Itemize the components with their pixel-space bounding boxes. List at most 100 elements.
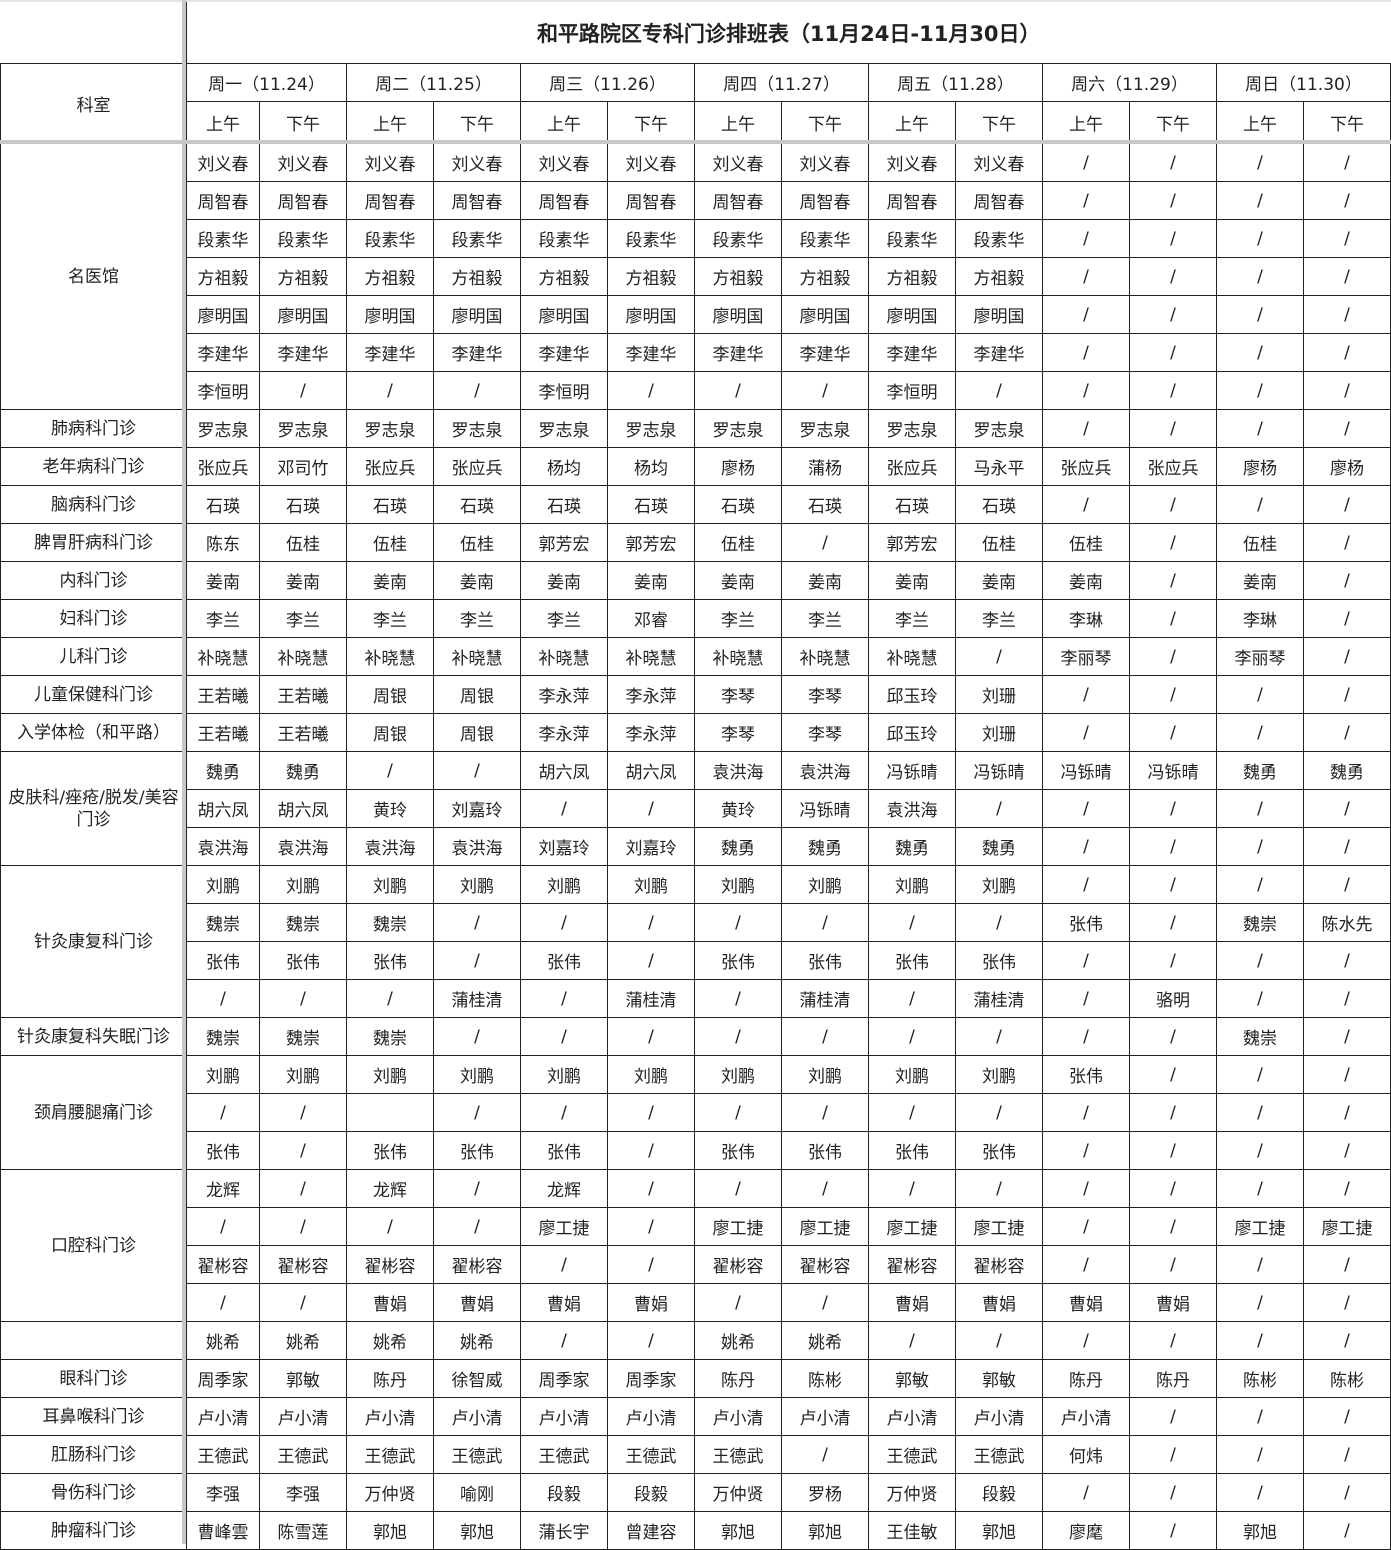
- doctor-cell[interactable]: /: [1129, 1131, 1217, 1170]
- doctor-cell[interactable]: 段毅: [607, 1473, 695, 1512]
- doctor-cell[interactable]: 张伟: [186, 1131, 260, 1170]
- doctor-cell[interactable]: /: [1042, 143, 1130, 182]
- doctor-cell[interactable]: 刘鹏: [433, 865, 521, 904]
- department-cell[interactable]: 颈肩腰腿痛门诊: [0, 1055, 187, 1170]
- doctor-cell[interactable]: 袁洪海: [694, 751, 782, 790]
- doctor-cell[interactable]: 李建华: [868, 333, 956, 372]
- doctor-cell[interactable]: /: [1303, 257, 1391, 296]
- doctor-cell[interactable]: /: [1216, 789, 1304, 828]
- doctor-cell[interactable]: /: [694, 1169, 782, 1208]
- doctor-cell[interactable]: 王德武: [259, 1435, 347, 1474]
- doctor-cell[interactable]: /: [781, 903, 869, 942]
- doctor-cell[interactable]: /: [186, 1207, 260, 1246]
- doctor-cell[interactable]: /: [1216, 1169, 1304, 1208]
- doctor-cell[interactable]: 李建华: [433, 333, 521, 372]
- doctor-cell[interactable]: 翟彬容: [781, 1245, 869, 1284]
- doctor-cell[interactable]: /: [259, 1131, 347, 1170]
- doctor-cell[interactable]: 翟彬容: [346, 1245, 434, 1284]
- doctor-cell[interactable]: 姚希: [694, 1321, 782, 1360]
- doctor-cell[interactable]: 姚希: [186, 1321, 260, 1360]
- doctor-cell[interactable]: 李兰: [346, 599, 434, 638]
- doctor-cell[interactable]: /: [694, 1017, 782, 1056]
- doctor-cell[interactable]: 段素华: [955, 219, 1043, 258]
- doctor-cell[interactable]: 王德武: [520, 1435, 608, 1474]
- doctor-cell[interactable]: 方祖毅: [607, 257, 695, 296]
- doctor-cell[interactable]: 周智春: [520, 181, 608, 220]
- doctor-cell[interactable]: /: [520, 789, 608, 828]
- doctor-cell[interactable]: /: [1042, 409, 1130, 448]
- doctor-cell[interactable]: /: [1129, 1169, 1217, 1208]
- doctor-cell[interactable]: 罗志泉: [433, 409, 521, 448]
- department-cell[interactable]: 内科门诊: [0, 561, 187, 600]
- doctor-cell[interactable]: 李兰: [781, 599, 869, 638]
- doctor-cell[interactable]: 廖工捷: [955, 1207, 1043, 1246]
- doctor-cell[interactable]: 魏勇: [781, 827, 869, 866]
- doctor-cell[interactable]: 黄玲: [346, 789, 434, 828]
- doctor-cell[interactable]: /: [955, 1321, 1043, 1360]
- doctor-cell[interactable]: 周智春: [781, 181, 869, 220]
- doctor-cell[interactable]: /: [433, 903, 521, 942]
- doctor-cell[interactable]: 廖工捷: [868, 1207, 956, 1246]
- doctor-cell[interactable]: /: [1129, 257, 1217, 296]
- doctor-cell[interactable]: 补晓慧: [346, 637, 434, 676]
- doctor-cell[interactable]: 石瑛: [433, 485, 521, 524]
- doctor-cell[interactable]: 姜南: [955, 561, 1043, 600]
- doctor-cell[interactable]: 李建华: [955, 333, 1043, 372]
- doctor-cell[interactable]: 段素华: [346, 219, 434, 258]
- doctor-cell[interactable]: 姚希: [346, 1321, 434, 1360]
- doctor-cell[interactable]: /: [1129, 1055, 1217, 1094]
- doctor-cell[interactable]: 李兰: [520, 599, 608, 638]
- doctor-cell[interactable]: /: [1129, 713, 1217, 752]
- doctor-cell[interactable]: /: [1042, 1017, 1130, 1056]
- doctor-cell[interactable]: 周智春: [346, 181, 434, 220]
- doctor-cell[interactable]: /: [1216, 1245, 1304, 1284]
- doctor-cell[interactable]: /: [1216, 941, 1304, 980]
- doctor-cell[interactable]: 姚希: [781, 1321, 869, 1360]
- doctor-cell[interactable]: 刘珊: [955, 713, 1043, 752]
- doctor-cell[interactable]: 补晓慧: [259, 637, 347, 676]
- doctor-cell[interactable]: /: [1303, 1055, 1391, 1094]
- doctor-cell[interactable]: 廖明国: [607, 295, 695, 334]
- doctor-cell[interactable]: 魏勇: [259, 751, 347, 790]
- doctor-cell[interactable]: 姜南: [1042, 561, 1130, 600]
- doctor-cell[interactable]: 刘鹏: [346, 1055, 434, 1094]
- doctor-cell[interactable]: /: [186, 1283, 260, 1322]
- doctor-cell[interactable]: 翟彬容: [955, 1245, 1043, 1284]
- doctor-cell[interactable]: 周银: [433, 675, 521, 714]
- doctor-cell[interactable]: 张伟: [520, 1131, 608, 1170]
- doctor-cell[interactable]: 罗志泉: [520, 409, 608, 448]
- doctor-cell[interactable]: /: [1216, 865, 1304, 904]
- doctor-cell[interactable]: 周银: [346, 713, 434, 752]
- doctor-cell[interactable]: /: [1129, 523, 1217, 562]
- department-cell[interactable]: 口腔科门诊: [0, 1169, 187, 1322]
- doctor-cell[interactable]: 何炜: [1042, 1435, 1130, 1474]
- doctor-cell[interactable]: /: [868, 1321, 956, 1360]
- doctor-cell[interactable]: 周银: [433, 713, 521, 752]
- doctor-cell[interactable]: 刘义春: [955, 143, 1043, 182]
- doctor-cell[interactable]: /: [259, 1207, 347, 1246]
- doctor-cell[interactable]: /: [1129, 1017, 1217, 1056]
- doctor-cell[interactable]: 罗杨: [781, 1473, 869, 1512]
- department-cell[interactable]: 皮肤科/痤疮/脱发/美容门诊: [0, 751, 187, 866]
- doctor-cell[interactable]: 李永萍: [520, 675, 608, 714]
- doctor-cell[interactable]: 魏勇: [955, 827, 1043, 866]
- doctor-cell[interactable]: 黄玲: [694, 789, 782, 828]
- doctor-cell[interactable]: /: [1129, 1473, 1217, 1512]
- doctor-cell[interactable]: /: [1303, 485, 1391, 524]
- doctor-cell[interactable]: 石瑛: [955, 485, 1043, 524]
- doctor-cell[interactable]: 刘鹏: [346, 865, 434, 904]
- doctor-cell[interactable]: 姜南: [1216, 561, 1304, 600]
- doctor-cell[interactable]: 廖杨: [694, 447, 782, 486]
- department-cell[interactable]: 老年病科门诊: [0, 447, 187, 486]
- doctor-cell[interactable]: 卢小清: [346, 1397, 434, 1436]
- doctor-cell[interactable]: 伍桂: [259, 523, 347, 562]
- doctor-cell[interactable]: 郭敏: [955, 1359, 1043, 1398]
- doctor-cell[interactable]: 罗志泉: [607, 409, 695, 448]
- doctor-cell[interactable]: 李强: [186, 1473, 260, 1512]
- doctor-cell[interactable]: 张应兵: [1042, 447, 1130, 486]
- doctor-cell[interactable]: 周智春: [955, 181, 1043, 220]
- doctor-cell[interactable]: 张应兵: [868, 447, 956, 486]
- department-cell[interactable]: 儿童保健科门诊: [0, 675, 187, 714]
- doctor-cell[interactable]: 廖工捷: [694, 1207, 782, 1246]
- doctor-cell[interactable]: /: [1042, 1093, 1130, 1132]
